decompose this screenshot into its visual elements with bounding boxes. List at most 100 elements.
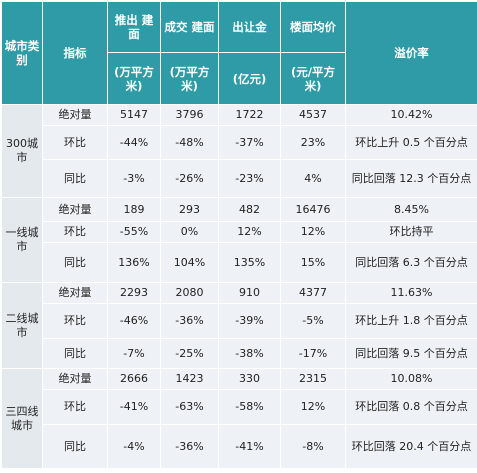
indicator-cell: 绝对量 — [43, 369, 108, 390]
table-row: 同比-7%-25%-38%-17%同比回落 9.5 个百分点 — [2, 339, 477, 369]
header-cell: 成交 建面 — [161, 2, 219, 53]
value-cell: 482 — [219, 198, 281, 222]
indicator-cell: 环比 — [43, 126, 108, 160]
value-cell: -63% — [161, 390, 219, 425]
value-cell: -37% — [219, 126, 281, 160]
value-cell: -58% — [219, 390, 281, 425]
value-cell: -46% — [108, 304, 161, 339]
value-cell: -5% — [281, 304, 346, 339]
value-cell: 135% — [219, 243, 281, 283]
value-cell: -55% — [108, 222, 161, 243]
city-cell: 一线城市 — [2, 198, 43, 283]
value-cell: -8% — [281, 425, 346, 469]
premium-cell: 环比回落 0.8 个百分点 — [346, 390, 477, 425]
value-cell: -38% — [219, 339, 281, 369]
header-cell: (元/平方米) — [281, 53, 346, 105]
indicator-cell: 环比 — [43, 304, 108, 339]
header-cell: 指标 — [43, 2, 108, 105]
table-row: 城市类别指标推出 建面成交 建面出让金楼面均价溢价率 — [2, 2, 477, 53]
value-cell: 1722 — [219, 105, 281, 126]
value-cell: -41% — [108, 390, 161, 425]
value-cell: 189 — [108, 198, 161, 222]
premium-cell: 环比上升 0.5 个百分点 — [346, 126, 477, 160]
value-cell: 1423 — [161, 369, 219, 390]
table-row: 环比-44%-48%-37%23%环比上升 0.5 个百分点 — [2, 126, 477, 160]
indicator-cell: 环比 — [43, 390, 108, 425]
value-cell: -36% — [161, 425, 219, 469]
premium-cell: 环比持平 — [346, 222, 477, 243]
value-cell: 2666 — [108, 369, 161, 390]
value-cell: -44% — [108, 126, 161, 160]
premium-cell: 同比回落 6.3 个百分点 — [346, 243, 477, 283]
value-cell: -7% — [108, 339, 161, 369]
value-cell: -41% — [219, 425, 281, 469]
premium-cell: 同比回落 12.3 个百分点 — [346, 160, 477, 198]
header-cell: (万平方米) — [161, 53, 219, 105]
value-cell: 4377 — [281, 283, 346, 304]
premium-cell: 11.63% — [346, 283, 477, 304]
value-cell: 12% — [281, 390, 346, 425]
header-cell: (万平方米) — [108, 53, 161, 105]
value-cell: 23% — [281, 126, 346, 160]
premium-cell: 10.42% — [346, 105, 477, 126]
value-cell: 3796 — [161, 105, 219, 126]
value-cell: 104% — [161, 243, 219, 283]
value-cell: 330 — [219, 369, 281, 390]
value-cell: 293 — [161, 198, 219, 222]
indicator-cell: 绝对量 — [43, 198, 108, 222]
header-cell: 溢价率 — [346, 2, 477, 105]
value-cell: 2315 — [281, 369, 346, 390]
indicator-cell: 绝对量 — [43, 283, 108, 304]
header-cell: 城市类别 — [2, 2, 43, 105]
value-cell: -17% — [281, 339, 346, 369]
premium-cell: 同比回落 9.5 个百分点 — [346, 339, 477, 369]
value-cell: 16476 — [281, 198, 346, 222]
indicator-cell: 同比 — [43, 243, 108, 283]
value-cell: 12% — [281, 222, 346, 243]
value-cell: -39% — [219, 304, 281, 339]
value-cell: 5147 — [108, 105, 161, 126]
value-cell: -3% — [108, 160, 161, 198]
value-cell: 12% — [219, 222, 281, 243]
value-cell: 15% — [281, 243, 346, 283]
city-cell: 300城市 — [2, 105, 43, 198]
table-row: 环比-55%0%12%12%环比持平 — [2, 222, 477, 243]
city-cell: 二线城市 — [2, 283, 43, 369]
table-row: 同比-4%-36%-41%-8%环比回落 20.4 个百分点 — [2, 425, 477, 469]
value-cell: 2293 — [108, 283, 161, 304]
value-cell: -48% — [161, 126, 219, 160]
indicator-cell: 同比 — [43, 425, 108, 469]
premium-cell: 环比回落 20.4 个百分点 — [346, 425, 477, 469]
value-cell: -4% — [108, 425, 161, 469]
value-cell: -26% — [161, 160, 219, 198]
header-cell: 推出 建面 — [108, 2, 161, 53]
premium-cell: 环比上升 1.8 个百分点 — [346, 304, 477, 339]
indicator-cell: 环比 — [43, 222, 108, 243]
header-cell: (亿元) — [219, 53, 281, 105]
indicator-cell: 同比 — [43, 339, 108, 369]
value-cell: 910 — [219, 283, 281, 304]
value-cell: 136% — [108, 243, 161, 283]
premium-cell: 8.45% — [346, 198, 477, 222]
table-row: 同比-3%-26%-23%4%同比回落 12.3 个百分点 — [2, 160, 477, 198]
table-row: 环比-41%-63%-58%12%环比回落 0.8 个百分点 — [2, 390, 477, 425]
header-cell: 楼面均价 — [281, 2, 346, 53]
city-cell: 三四线城市 — [2, 369, 43, 469]
value-cell: -23% — [219, 160, 281, 198]
value-cell: -36% — [161, 304, 219, 339]
value-cell: 4% — [281, 160, 346, 198]
table-row: 环比-46%-36%-39%-5%环比上升 1.8 个百分点 — [2, 304, 477, 339]
premium-cell: 10.08% — [346, 369, 477, 390]
header-cell: 出让金 — [219, 2, 281, 53]
value-cell: 2080 — [161, 283, 219, 304]
value-cell: 0% — [161, 222, 219, 243]
indicator-cell: 绝对量 — [43, 105, 108, 126]
indicator-cell: 同比 — [43, 160, 108, 198]
